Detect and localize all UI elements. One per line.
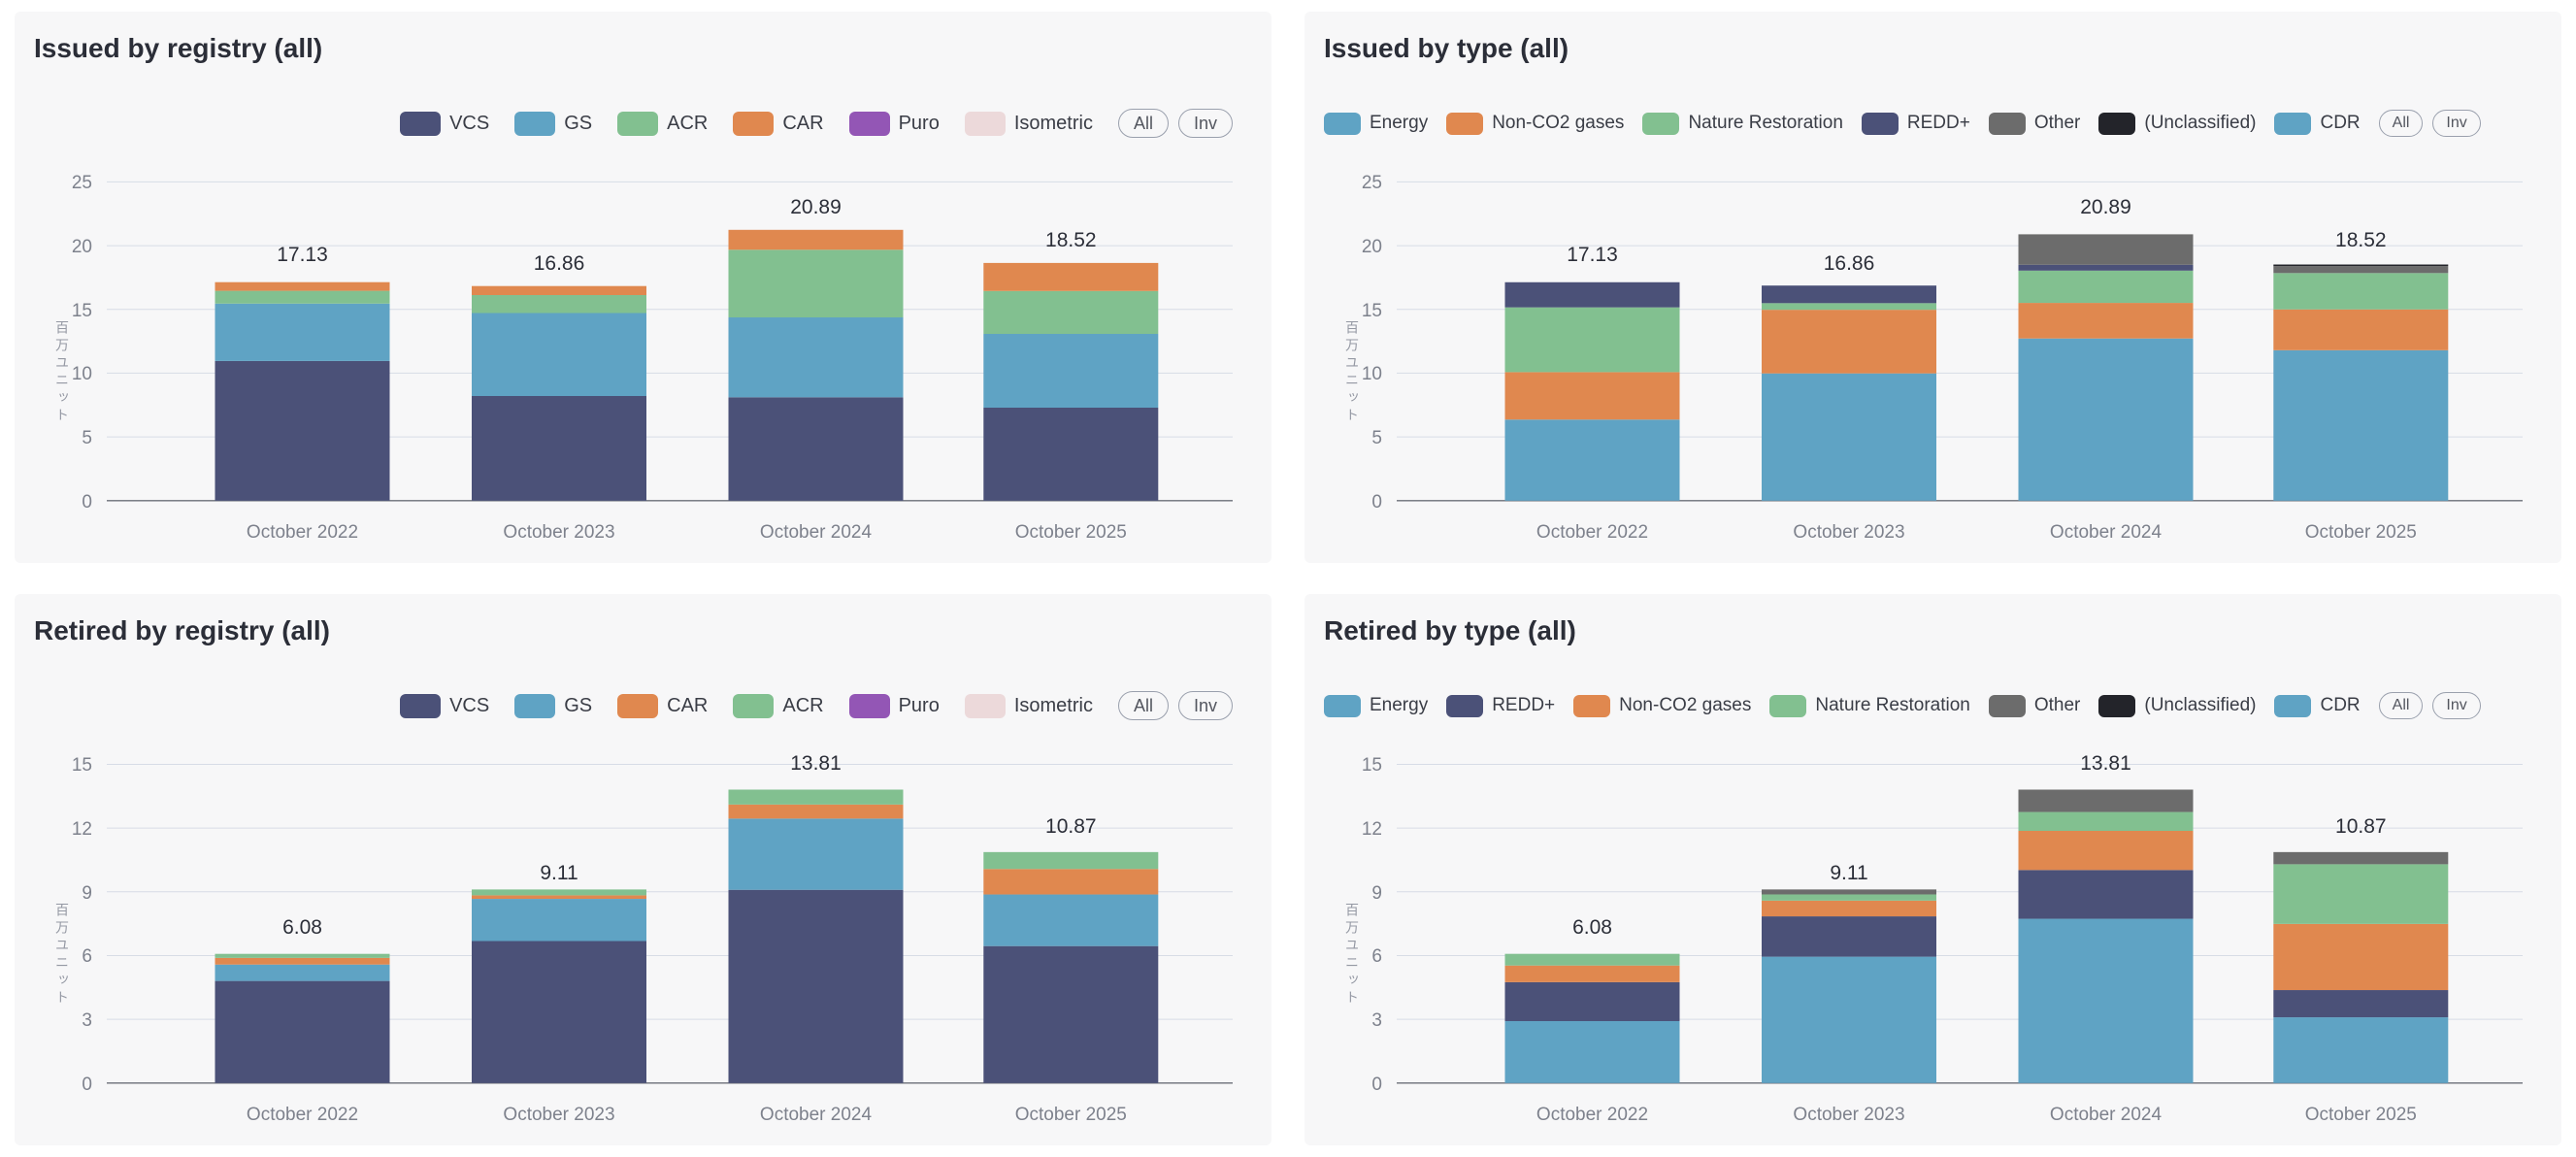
svg-text:0: 0: [1371, 1074, 1382, 1095]
svg-text:3: 3: [82, 1010, 92, 1031]
svg-text:15: 15: [1362, 301, 1382, 321]
svg-text:20.89: 20.89: [2080, 196, 2131, 218]
svg-text:October 2024: October 2024: [760, 522, 873, 543]
svg-text:13.81: 13.81: [790, 752, 842, 775]
svg-text:10: 10: [72, 364, 92, 384]
svg-text:0: 0: [82, 492, 92, 512]
svg-text:13.81: 13.81: [2080, 752, 2131, 775]
svg-text:October 2025: October 2025: [1015, 1105, 1127, 1125]
svg-text:25: 25: [72, 173, 92, 193]
svg-text:15: 15: [72, 755, 92, 776]
svg-text:October 2024: October 2024: [2050, 522, 2163, 543]
svg-text:12: 12: [72, 819, 92, 840]
svg-text:17.13: 17.13: [277, 244, 328, 266]
svg-text:6: 6: [1371, 946, 1382, 967]
svg-text:6: 6: [82, 946, 92, 967]
svg-text:9: 9: [1371, 883, 1382, 904]
svg-text:5: 5: [1371, 428, 1382, 448]
svg-text:9: 9: [82, 883, 92, 904]
svg-text:3: 3: [1371, 1010, 1382, 1031]
svg-text:18.52: 18.52: [1045, 229, 1097, 251]
svg-text:18.52: 18.52: [2335, 229, 2387, 251]
svg-text:October 2025: October 2025: [2305, 1105, 2417, 1125]
svg-text:15: 15: [72, 301, 92, 321]
svg-text:October 2023: October 2023: [503, 1105, 614, 1125]
svg-text:20: 20: [1362, 237, 1382, 257]
svg-text:October 2023: October 2023: [1793, 522, 1904, 543]
svg-text:October 2024: October 2024: [2050, 1105, 2163, 1125]
svg-text:5: 5: [82, 428, 92, 448]
svg-text:25: 25: [1362, 173, 1382, 193]
svg-text:9.11: 9.11: [540, 862, 578, 884]
svg-text:10.87: 10.87: [1045, 815, 1097, 838]
svg-text:October 2023: October 2023: [503, 522, 614, 543]
svg-text:October 2022: October 2022: [247, 522, 358, 543]
svg-text:15: 15: [1362, 755, 1382, 776]
svg-text:October 2022: October 2022: [1536, 522, 1648, 543]
svg-text:October 2025: October 2025: [1015, 522, 1127, 543]
svg-text:17.13: 17.13: [1567, 244, 1618, 266]
svg-text:16.86: 16.86: [534, 252, 585, 275]
svg-text:10.87: 10.87: [2335, 815, 2387, 838]
svg-text:October 2022: October 2022: [1536, 1105, 1648, 1125]
svg-text:0: 0: [1371, 492, 1382, 512]
svg-text:October 2025: October 2025: [2305, 522, 2417, 543]
svg-text:6.08: 6.08: [1572, 916, 1612, 939]
svg-text:October 2023: October 2023: [1793, 1105, 1904, 1125]
svg-text:12: 12: [1362, 819, 1382, 840]
svg-text:0: 0: [82, 1074, 92, 1095]
svg-text:October 2022: October 2022: [247, 1105, 358, 1125]
svg-text:16.86: 16.86: [1824, 252, 1875, 275]
svg-text:October 2024: October 2024: [760, 1105, 873, 1125]
svg-text:9.11: 9.11: [1830, 862, 1867, 884]
svg-text:6.08: 6.08: [282, 916, 322, 939]
svg-text:20.89: 20.89: [790, 196, 842, 218]
svg-text:20: 20: [72, 237, 92, 257]
svg-text:10: 10: [1362, 364, 1382, 384]
